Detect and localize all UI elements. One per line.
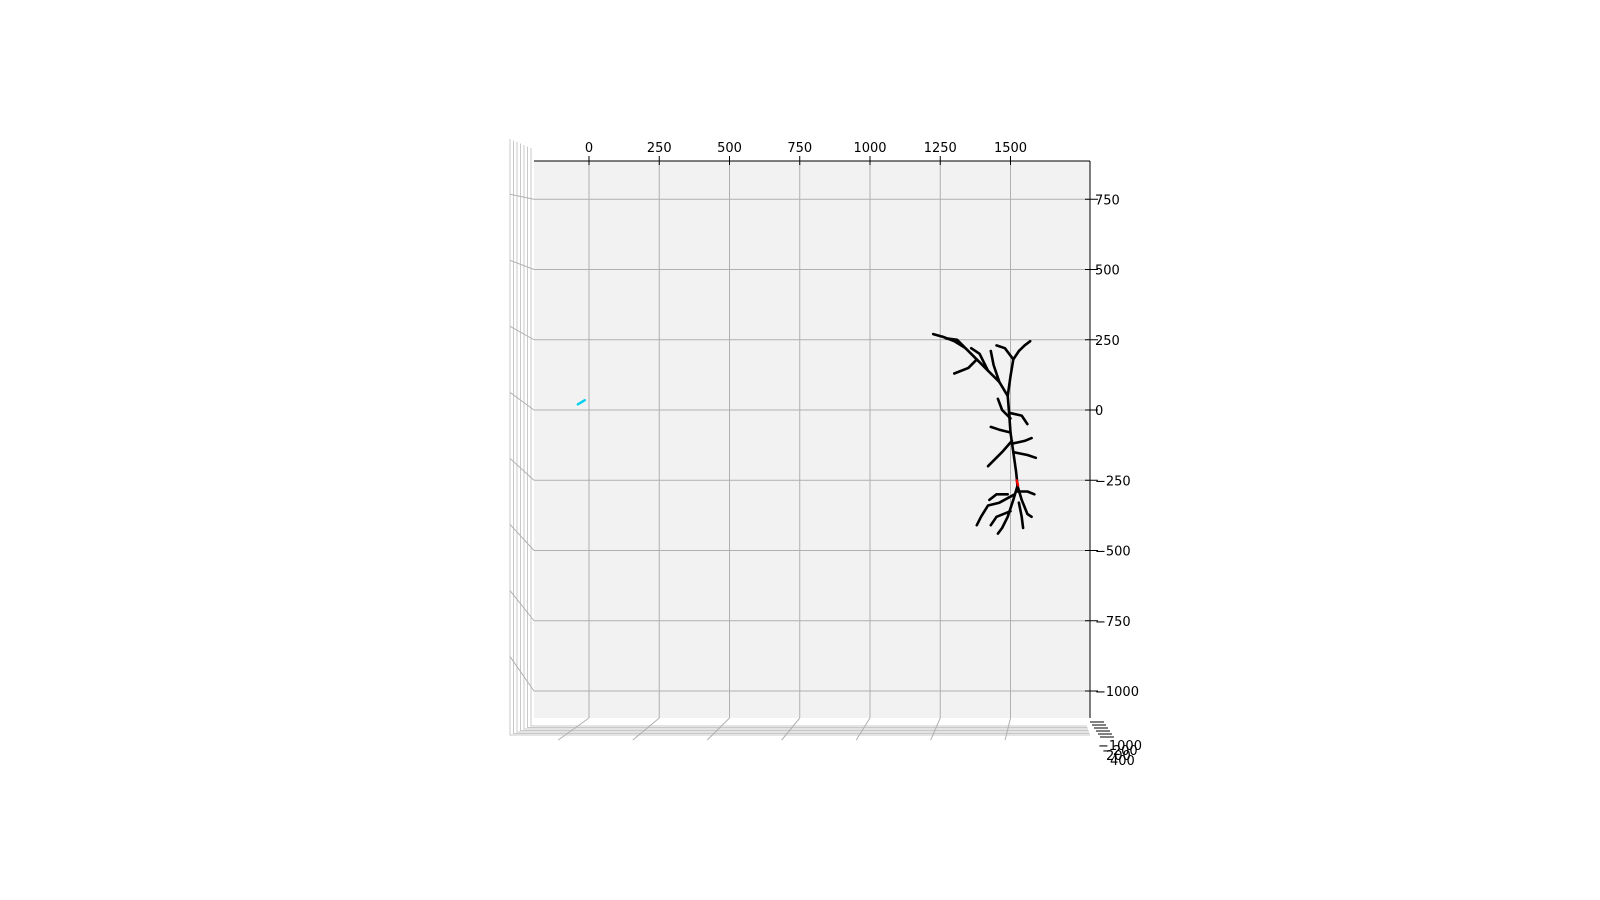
neuron-morphology	[576, 332, 1038, 535]
y-tick-label: 250	[1095, 334, 1120, 349]
branch-segment	[996, 397, 1012, 420]
branch-segment	[1016, 484, 1033, 519]
tick-labels: 0 250 500 750 1000 1250 1500 750 500 250 0 −250 −500…	[585, 141, 1142, 769]
z-tick-label: −200	[1102, 744, 1138, 759]
pane-edge	[520, 143, 1089, 731]
y-side-grid-line	[509, 524, 535, 551]
branch-segment	[1011, 450, 1038, 460]
z-tick-label: −1000	[1098, 739, 1142, 754]
y-side-grid-line	[509, 458, 535, 481]
pane-edge	[516, 142, 1089, 733]
branch-segment	[1017, 501, 1025, 530]
x-floor-grid-line	[558, 717, 590, 741]
branch-segment	[988, 492, 1010, 502]
x-tick-label: 1250	[924, 141, 957, 156]
pane-edge	[513, 140, 1090, 734]
x-floor-grid-line	[930, 717, 941, 741]
y-tick-label: −500	[1095, 545, 1131, 560]
y-side-grid-line	[509, 391, 535, 411]
y-side-grid-line	[509, 590, 535, 622]
x-floor-grid-line	[706, 717, 730, 741]
y-tick-label: 750	[1095, 193, 1120, 208]
back-pane	[534, 161, 1090, 718]
y-side-grid-line	[509, 193, 535, 200]
x-tick-label: 0	[585, 141, 593, 156]
branch-segment	[986, 439, 1014, 468]
y-tick-label: −250	[1095, 474, 1131, 489]
series-1	[1015, 479, 1020, 487]
branch-segment	[1014, 490, 1036, 496]
y-tick-label: −750	[1095, 615, 1131, 630]
x-floor-grid-line	[632, 717, 660, 741]
z-tick-label: 400	[1110, 754, 1135, 769]
branch-segment	[969, 346, 990, 373]
branch-segment	[576, 399, 586, 406]
branch-segment	[1010, 436, 1033, 446]
branch-segment	[1006, 349, 1021, 398]
x-tick-label: 1500	[994, 141, 1027, 156]
y-side-grid-line	[509, 259, 535, 270]
branch-segment	[989, 349, 1001, 384]
x-tick-label: 250	[647, 141, 672, 156]
y-tick-label: 0	[1095, 404, 1103, 419]
branch-segment	[989, 509, 1012, 527]
x-floor-grid-line	[1004, 717, 1011, 741]
branch-segment	[952, 358, 979, 375]
pane-edge	[527, 146, 1088, 728]
y-side-grid-line	[509, 656, 535, 692]
pane-edge	[523, 145, 1088, 730]
branch-segment	[1007, 411, 1029, 426]
y-tick-label: 500	[1095, 264, 1120, 279]
x-floor-grid-line	[855, 717, 871, 741]
pane-edge	[509, 139, 1090, 736]
branch-segment	[989, 425, 1012, 434]
axis-ticks	[588, 156, 1114, 738]
series-2	[576, 399, 586, 406]
series-0	[931, 332, 1038, 535]
x-floor-grid-line	[781, 717, 801, 741]
branch-segment	[1015, 479, 1020, 487]
branch-segment	[995, 344, 1015, 361]
x-tick-label: 500	[717, 141, 742, 156]
pane-edge	[530, 148, 1087, 727]
x-tick-label: 1000	[853, 141, 886, 156]
branch-segment	[975, 492, 1017, 527]
branch-segment	[1017, 339, 1032, 353]
z-tick-label: 200	[1106, 749, 1131, 764]
branch-segment	[944, 336, 967, 350]
axes-pane	[509, 139, 1091, 736]
y-side-grid-line	[509, 325, 535, 341]
x-tick-label: 750	[787, 141, 812, 156]
y-tick-label: −1000	[1095, 685, 1139, 700]
